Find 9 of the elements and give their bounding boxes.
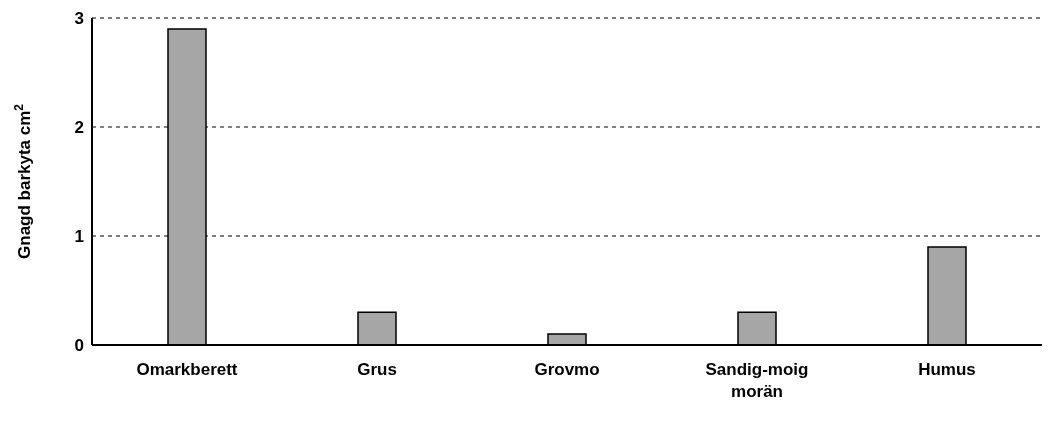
x-tick-label: Omarkberett: [136, 360, 238, 379]
x-tick-label: Grovmo: [534, 360, 600, 379]
x-tick-label: Sandig-moig morän: [705, 360, 809, 401]
y-tick-label: 0: [74, 336, 84, 356]
y-tick-label: 2: [74, 118, 84, 138]
x-tick-label: Humus: [918, 360, 976, 379]
y-tick-label: 1: [74, 227, 84, 247]
y-tick-label: 3: [74, 9, 84, 29]
x-tick-label: Grus: [357, 360, 397, 379]
